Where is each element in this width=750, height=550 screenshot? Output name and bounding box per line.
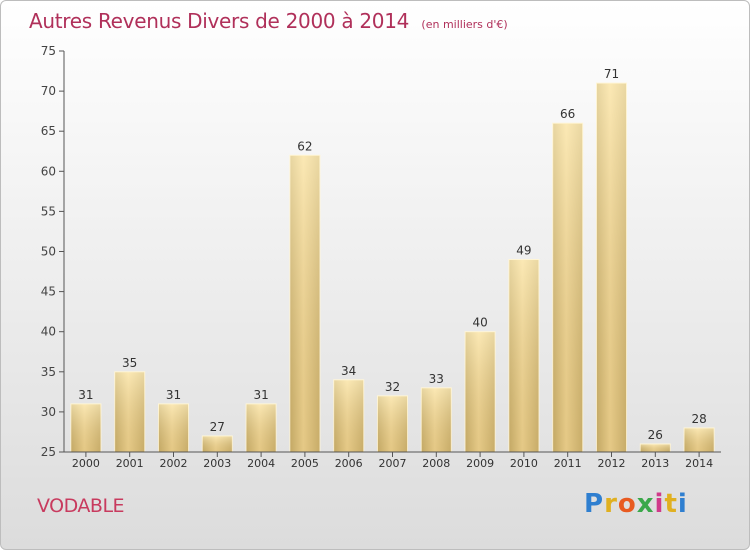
bar-shade (596, 83, 627, 452)
x-tick-label: 2000 (72, 457, 100, 470)
data-label: 28 (691, 412, 706, 426)
y-tick-label: 55 (41, 204, 56, 218)
y-tick-label: 60 (41, 164, 56, 178)
data-label: 33 (429, 372, 444, 386)
data-label: 71 (604, 67, 619, 81)
bar-shade (684, 427, 715, 452)
x-tick-label: 2004 (247, 457, 275, 470)
x-tick-label: 2012 (598, 457, 626, 470)
y-tick-label: 35 (41, 365, 56, 379)
bar-shade (465, 331, 496, 452)
data-label: 35 (122, 356, 137, 370)
data-label: 62 (297, 139, 312, 153)
y-tick-label: 50 (41, 245, 56, 259)
x-tick-label: 2009 (466, 457, 494, 470)
bar-shade (158, 403, 189, 452)
y-tick-label: 70 (41, 84, 56, 98)
chart-title-main: Autres Revenus Divers de 2000 à 2014 (29, 9, 410, 33)
proxiti-logo[interactable]: Proxiti (584, 489, 688, 519)
data-label: 49 (516, 244, 531, 258)
data-label: 27 (210, 420, 225, 434)
x-tick-label: 2002 (160, 457, 188, 470)
data-label: 66 (560, 107, 575, 121)
x-tick-label: 2008 (422, 457, 450, 470)
x-axis: 2000 2001 2002 2003 2004 2005 2006 2007 2008 2009… (64, 451, 721, 470)
bar-shade (640, 443, 671, 452)
x-tick-label: 2013 (641, 457, 669, 470)
x-tick-label: 2011 (554, 457, 582, 470)
data-label: 31 (253, 388, 268, 402)
y-tick-label: 45 (41, 285, 56, 299)
x-tick-label: 2007 (379, 457, 407, 470)
bar-shade (552, 123, 583, 453)
data-label: 34 (341, 364, 356, 378)
x-tick-label: 2003 (203, 457, 231, 470)
bar-shade (508, 259, 539, 452)
y-tick-label: 25 (41, 445, 56, 459)
location-label: VODABLE (37, 495, 125, 517)
data-label: 31 (78, 388, 93, 402)
y-tick-label: 30 (41, 405, 56, 419)
data-label: 31 (166, 388, 181, 402)
data-label: 26 (648, 428, 663, 442)
bar-shade (377, 395, 408, 452)
bar-shade (202, 435, 233, 452)
y-tick-label: 40 (41, 325, 56, 339)
data-label: 40 (472, 316, 487, 330)
chart-title: Autres Revenus Divers de 2000 à 2014 (en… (29, 9, 508, 33)
y-axis: 25 30 35 40 45 50 55 60 65 70 75 (41, 44, 65, 459)
bar-shade (289, 155, 320, 452)
bar-shade (421, 387, 452, 452)
x-tick-label: 2006 (335, 457, 363, 470)
chart-title-unit: (en milliers d'€) (421, 18, 508, 31)
x-tick-label: 2005 (291, 457, 319, 470)
bar-shade (333, 379, 364, 452)
x-tick-label: 2014 (685, 457, 713, 470)
bar-shade (246, 403, 277, 452)
bar-shade (70, 403, 101, 452)
data-label: 32 (385, 380, 400, 394)
y-tick-label: 75 (41, 44, 56, 58)
bars: 31 35 31 27 31 62 34 32 33 40 49 66 71 26 28 (70, 67, 715, 453)
x-tick-label: 2010 (510, 457, 538, 470)
bar-shade (114, 371, 145, 452)
x-tick-label: 2001 (116, 457, 144, 470)
y-tick-label: 65 (41, 124, 56, 138)
